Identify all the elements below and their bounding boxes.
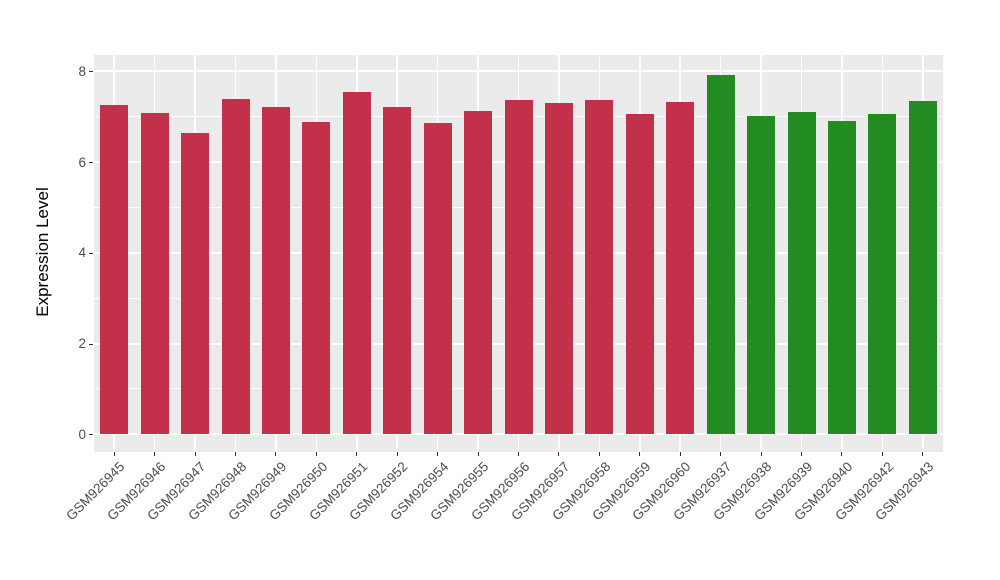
x-axis-tick-mark <box>477 452 479 456</box>
x-axis-tick-mark <box>841 452 843 456</box>
x-axis-tick-mark <box>518 452 519 456</box>
x-axis-tick-mark <box>881 452 883 456</box>
x-axis-tick-mark <box>801 452 802 456</box>
y-axis-tick-label: 8 <box>78 63 86 79</box>
plot-panel <box>94 55 943 452</box>
y-axis-tick-mark <box>89 252 93 254</box>
y-axis-title: Expression Level <box>33 187 52 317</box>
bar-GSM926960 <box>666 101 695 435</box>
y-axis-tick-mark <box>89 71 93 73</box>
y-axis-tick-label: 4 <box>78 245 86 261</box>
x-axis-tick-mark <box>235 452 236 456</box>
bar-GSM926955 <box>464 110 493 435</box>
bar-GSM926946 <box>140 113 169 435</box>
bar-GSM926956 <box>504 100 533 435</box>
x-axis-tick-mark <box>639 452 641 456</box>
x-axis-tick-mark <box>558 452 560 456</box>
bar-GSM926952 <box>383 107 412 435</box>
x-axis-tick-mark <box>315 452 317 456</box>
bar-GSM926950 <box>302 122 331 435</box>
bar-GSM926949 <box>261 107 290 435</box>
x-axis-tick-mark <box>113 452 115 456</box>
x-axis-tick-mark <box>922 452 924 456</box>
bar-GSM926959 <box>625 114 654 435</box>
x-axis-tick-mark <box>356 452 358 456</box>
x-axis-tick-mark <box>437 452 439 456</box>
x-axis-tick-mark <box>679 452 681 456</box>
bar-GSM926951 <box>342 91 371 435</box>
bar-GSM926938 <box>747 115 776 435</box>
x-axis-tick-mark <box>194 452 196 456</box>
y-axis-tick-mark <box>89 434 93 436</box>
bar-GSM926948 <box>221 98 250 435</box>
y-axis-tick-label: 0 <box>78 426 86 442</box>
bar-GSM926940 <box>827 120 856 435</box>
x-axis-tick-mark <box>154 452 156 456</box>
y-axis-tick-label: 2 <box>78 336 86 352</box>
bar-GSM926958 <box>585 99 614 435</box>
bar-GSM926947 <box>181 132 210 435</box>
x-axis-tick-mark <box>598 452 600 456</box>
y-axis-tick-label: 6 <box>78 154 86 170</box>
bar-GSM926954 <box>423 123 452 435</box>
x-axis-tick-mark <box>760 452 762 456</box>
y-axis-tick-mark <box>89 162 93 164</box>
y-axis-tick-mark <box>89 343 93 345</box>
x-axis-tick-mark <box>396 452 398 456</box>
bar-GSM926942 <box>868 113 897 435</box>
x-axis-tick-mark <box>720 452 722 456</box>
bar-GSM926957 <box>544 103 573 435</box>
bar-GSM926943 <box>908 100 937 435</box>
bar-GSM926937 <box>706 74 735 435</box>
bar-GSM926939 <box>787 112 816 435</box>
x-axis-tick-mark <box>275 452 277 456</box>
bar-GSM926945 <box>100 105 129 435</box>
